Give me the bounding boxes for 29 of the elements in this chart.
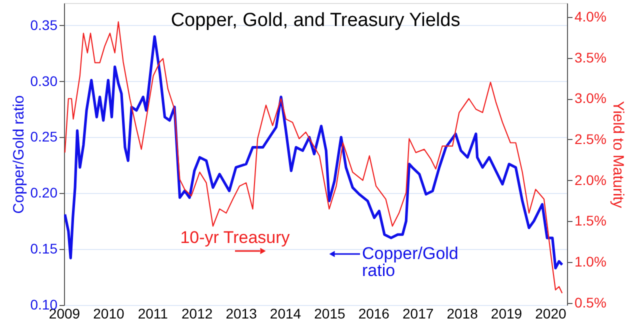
y2-tick-label: 3.5% — [574, 49, 606, 66]
legend-label: Copper/Gold ratio — [362, 244, 458, 280]
y2-tick-label: 2.5% — [574, 130, 606, 147]
y2-tick-label: 4.0% — [574, 8, 606, 24]
x-tick-label: 2012 — [182, 306, 213, 322]
y2-axis-title: Yield to Maturity — [609, 101, 626, 208]
series-label: 10-yr Treasury — [180, 228, 290, 247]
y2-tick-label: 3.0% — [574, 90, 606, 106]
x-tick-label: 2016 — [358, 306, 390, 322]
x-tick-label: 2019 — [490, 306, 522, 322]
x-tick-label: 2011 — [138, 306, 168, 322]
y2-tick-label: 0.5% — [574, 294, 606, 310]
x-tick-label: 2014 — [270, 306, 302, 322]
y2-tick-label: 1.5% — [574, 212, 606, 229]
y2-tick-label: 2.0% — [574, 172, 606, 188]
y-tick-label: 0.35 — [30, 16, 58, 33]
x-tick-label: 2013 — [226, 306, 258, 322]
x-tick-label: 2017 — [402, 306, 434, 322]
x-tick-label: 2010 — [93, 306, 124, 322]
y-tick-label: 0.20 — [30, 184, 58, 201]
x-tick-label: 2020 — [535, 306, 566, 322]
chart-title: Copper, Gold, and Treasury Yields — [170, 10, 460, 31]
y-tick-label: 0.30 — [30, 72, 58, 89]
y2-tick-label: 1.0% — [574, 254, 606, 270]
y-tick-label: 0.25 — [30, 128, 58, 145]
y-tick-label: 0.15 — [30, 240, 58, 257]
x-tick-label: 2015 — [314, 306, 346, 322]
y-axis-title: Copper/Gold ratio — [10, 95, 28, 214]
x-tick-label: 2018 — [446, 306, 478, 322]
